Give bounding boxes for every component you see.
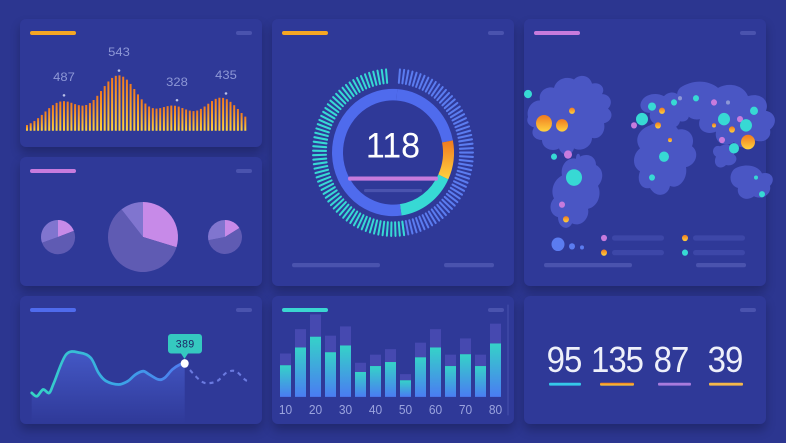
svg-text:435: 435: [215, 67, 237, 82]
svg-text:30: 30: [339, 403, 352, 418]
svg-text:10: 10: [279, 403, 292, 418]
svg-text:118: 118: [366, 127, 420, 166]
svg-text:87: 87: [654, 341, 689, 381]
svg-text:487: 487: [53, 69, 75, 84]
svg-text:328: 328: [166, 74, 188, 89]
svg-text:39: 39: [708, 341, 743, 381]
svg-text:389: 389: [176, 339, 195, 351]
svg-text:135: 135: [591, 341, 643, 381]
svg-text:20: 20: [309, 403, 322, 418]
svg-text:40: 40: [369, 403, 382, 418]
svg-text:95: 95: [547, 341, 582, 381]
svg-text:50: 50: [399, 403, 412, 418]
svg-text:60: 60: [429, 403, 442, 418]
svg-text:80: 80: [489, 403, 502, 418]
svg-text:543: 543: [108, 45, 130, 60]
svg-text:70: 70: [459, 403, 472, 418]
